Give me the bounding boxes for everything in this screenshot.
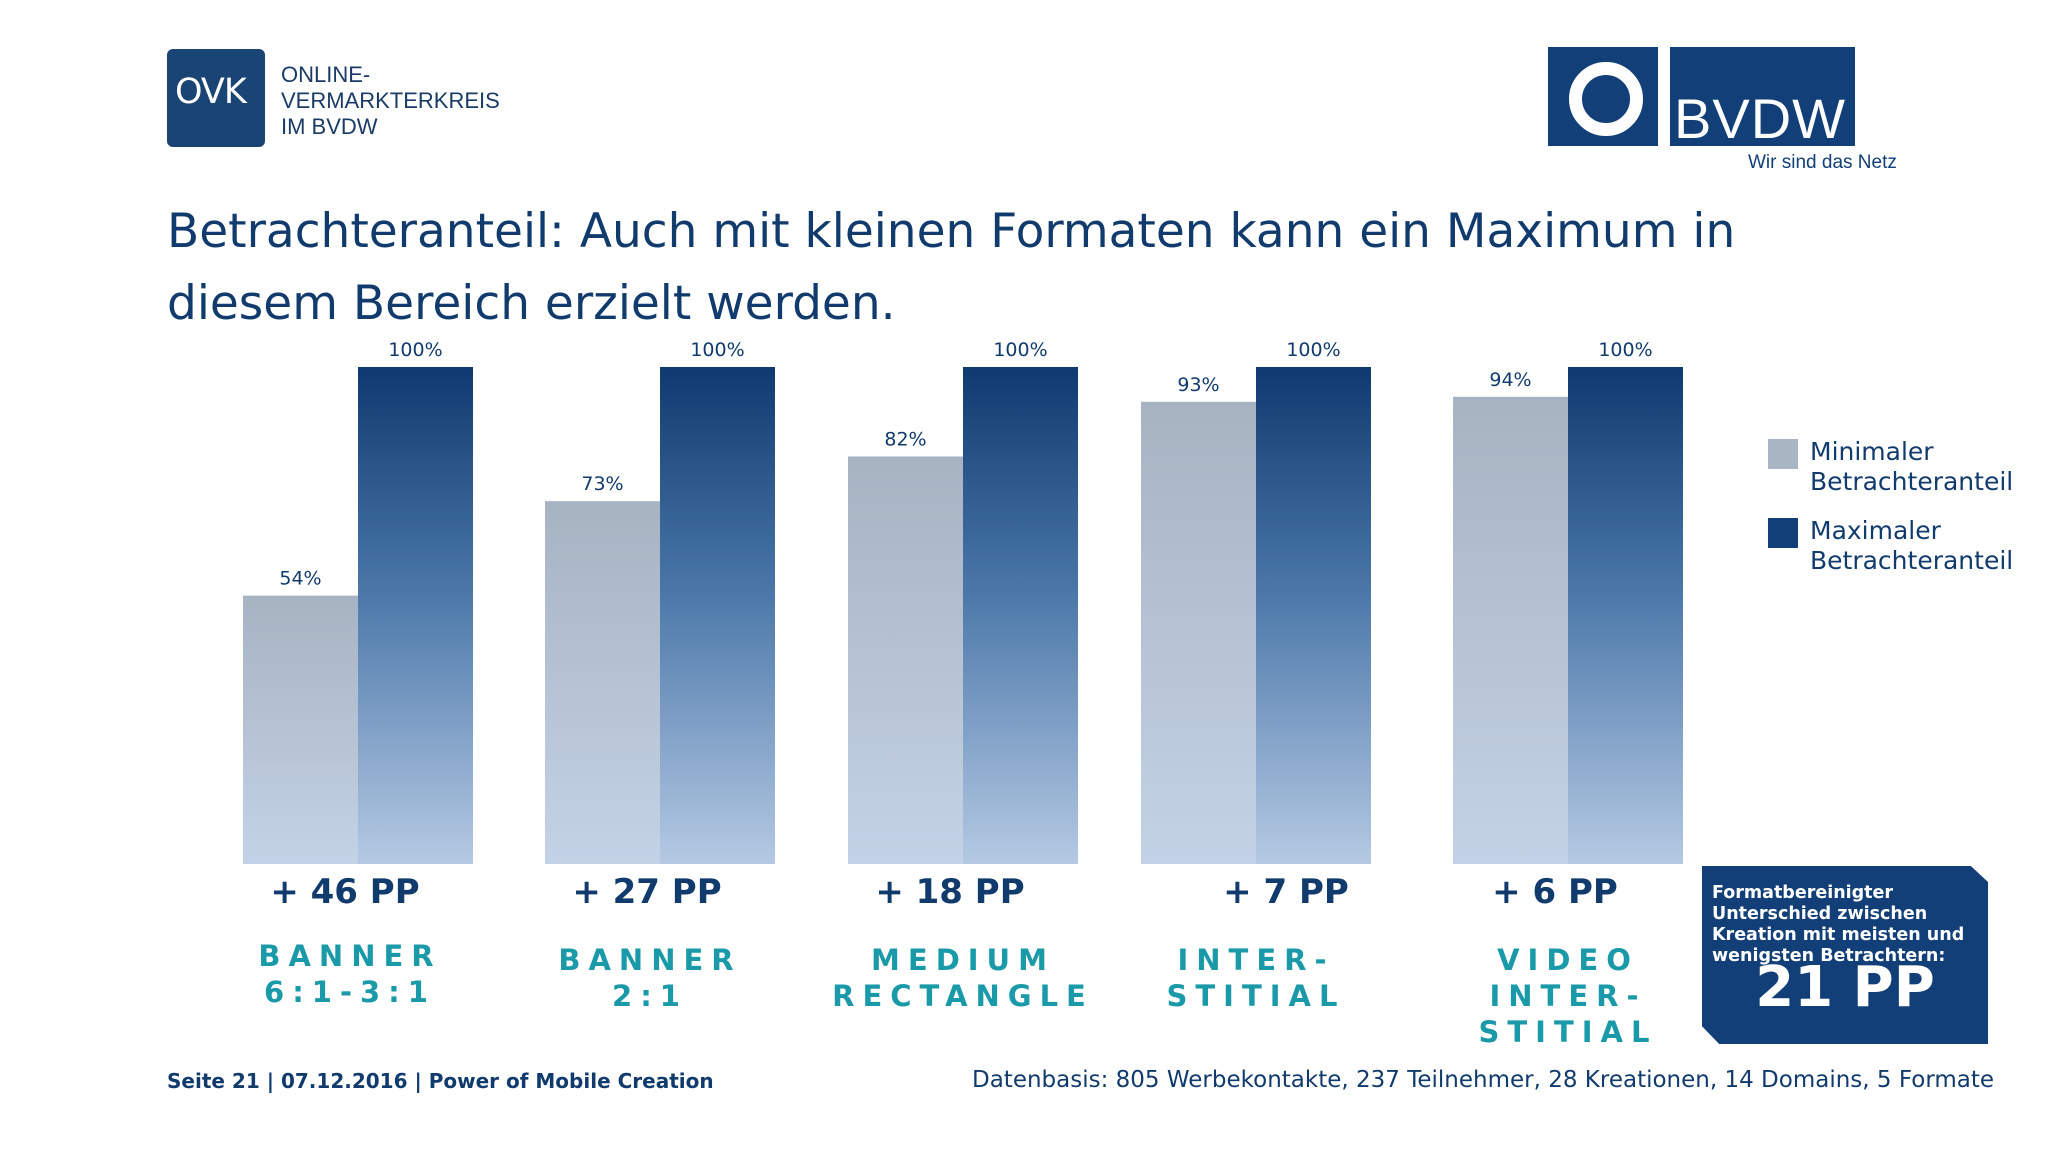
ovk-logo-text: ONLINE- VERMARKTERKREIS IM BVDW: [281, 62, 500, 140]
data-label-min-5: 94%: [1489, 369, 1531, 391]
bvdw-logo-name: BVDW: [1674, 87, 1846, 150]
category-label-5: VIDEO INTER- STITIAL: [1408, 942, 1728, 1050]
legend-label-max-2: Betrachteranteil: [1810, 546, 2014, 575]
difference-label-5: + 6 PP: [1492, 872, 1618, 912]
legend-label-min-2: Betrachteranteil: [1810, 467, 2014, 496]
difference-label-4: + 7 PP: [1223, 872, 1349, 912]
data-label-max-1: 100%: [388, 339, 442, 361]
data-label-max-4: 100%: [1286, 339, 1340, 361]
footer-page-info: Seite 21 | 07.12.2016 | Power of Mobile …: [167, 1069, 714, 1093]
category-label-4-line-2: STITIAL: [1166, 979, 1346, 1013]
ovk-line-2: VERMARKTERKREIS: [281, 88, 500, 113]
footer-data-basis: Datenbasis: 805 Werbekontakte, 237 Teiln…: [972, 1067, 1995, 1093]
data-label-max-3: 100%: [993, 339, 1047, 361]
ovk-line-3: IM BVDW: [281, 114, 378, 139]
bar-max-1: [358, 367, 473, 864]
legend-swatch-max: [1768, 518, 1798, 548]
summary-box: [1702, 866, 1988, 1044]
bar-max-4: [1256, 367, 1371, 864]
bar-max-3: [963, 367, 1078, 864]
bvdw-logo: [1670, 47, 1855, 146]
data-label-min-4: 93%: [1177, 374, 1219, 396]
data-label-min-2: 73%: [581, 473, 623, 495]
data-label-min-1: 54%: [279, 568, 321, 590]
bvdw-tagline: Wir sind das Netz: [1748, 152, 1897, 173]
category-label-2-line-2: 2:1: [612, 979, 688, 1013]
bar-min-2: [545, 501, 660, 864]
difference-label-2: + 27 PP: [572, 872, 722, 912]
ovk-logo-mark: OVK: [175, 72, 247, 112]
category-label-3-line-1: MEDIUM: [871, 943, 1055, 977]
slide-title: Betrachteranteil: Auch mit kleinen Forma…: [167, 204, 1736, 331]
category-label-4-line-1: INTER-: [1177, 943, 1335, 977]
difference-label-3: + 18 PP: [875, 872, 1025, 912]
bar-max-2: [660, 367, 775, 864]
category-label-4: INTER- STITIAL: [1096, 942, 1416, 1014]
data-label-max-2: 100%: [690, 339, 744, 361]
category-label-1-line-2: 6:1-3:1: [264, 975, 436, 1009]
bar-min-5: [1453, 396, 1568, 864]
legend-swatch-min: [1768, 439, 1798, 469]
category-label-5-line-1: VIDEO: [1497, 943, 1639, 977]
data-label-min-3: 82%: [884, 428, 926, 450]
category-label-5-line-3: STITIAL: [1478, 1015, 1658, 1049]
category-label-3-line-2: RECTANGLE: [832, 979, 1094, 1013]
category-label-3: MEDIUM RECTANGLE: [803, 942, 1123, 1014]
category-label-5-line-2: INTER-: [1489, 979, 1647, 1013]
category-label-2-line-1: BANNER: [558, 943, 742, 977]
summary-value: 21 PP: [1755, 955, 1935, 1020]
category-label-2: BANNER 2:1: [490, 942, 810, 1014]
bar-min-4: [1141, 401, 1256, 864]
legend-label-max-1: Maximaler: [1810, 516, 1941, 545]
category-label-1-line-1: BANNER: [258, 939, 442, 973]
ovk-line-1: ONLINE-: [281, 62, 371, 87]
category-label-1: BANNER 6:1-3:1: [190, 938, 510, 1010]
summary-text: Formatbereinigter Unterschied zwischen K…: [1712, 883, 1965, 966]
difference-label-1: + 46 PP: [270, 872, 420, 912]
data-label-max-5: 100%: [1598, 339, 1652, 361]
bar-min-1: [243, 595, 358, 864]
legend-label-min-1: Minimaler: [1810, 437, 1934, 466]
bar-min-3: [848, 456, 963, 864]
ovk-logo: [167, 49, 265, 147]
bar-max-5: [1568, 367, 1683, 864]
